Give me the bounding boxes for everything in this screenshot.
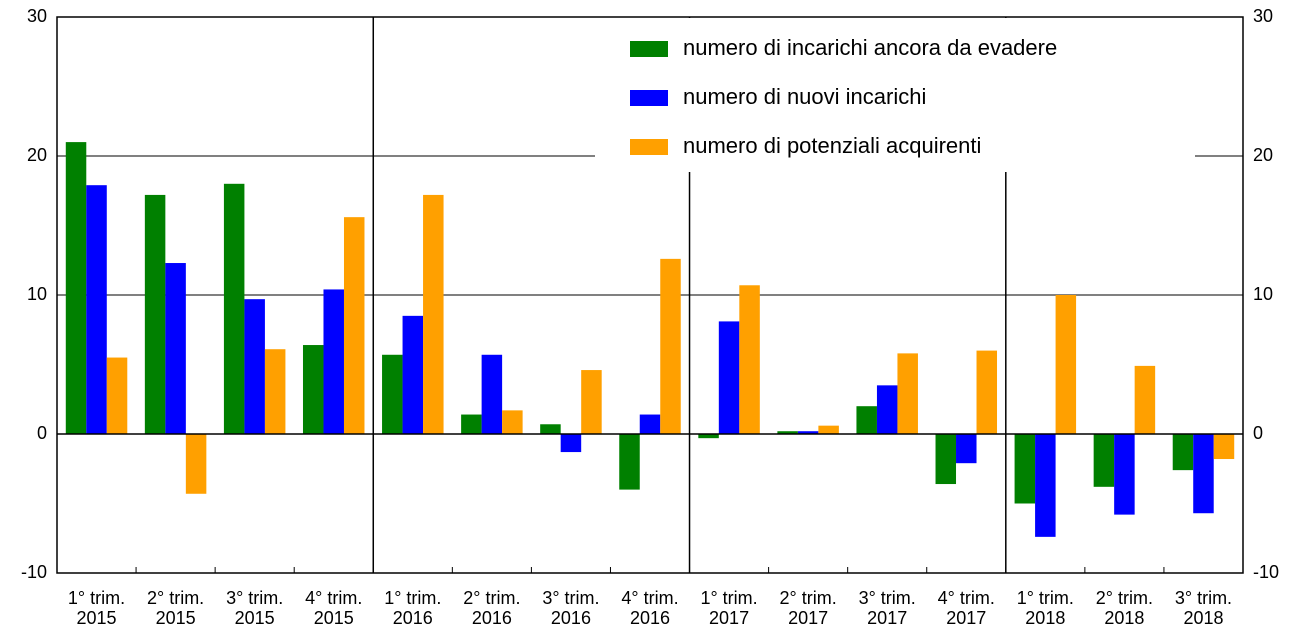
legend-label: numero di incarichi ancora da evadere <box>683 35 1057 60</box>
bar <box>540 424 561 434</box>
bar <box>423 194 444 434</box>
bar <box>382 354 403 434</box>
legend-swatch <box>630 90 668 106</box>
x-tick-label: 2° trim. <box>1096 588 1153 608</box>
bar <box>698 434 719 439</box>
x-tick-label: 4° trim. <box>938 588 995 608</box>
x-tick-label: 2018 <box>1025 608 1065 628</box>
x-tick-label: 2017 <box>867 608 907 628</box>
x-tick-label: 1° trim. <box>1017 588 1074 608</box>
bar <box>223 183 245 434</box>
bar <box>1114 434 1135 515</box>
y2-tick-label: 30 <box>1253 6 1273 26</box>
legend-label: numero di potenziali acquirenti <box>683 133 981 158</box>
x-tick-label: 2015 <box>235 608 275 628</box>
bar <box>402 315 424 434</box>
x-tick-label: 3° trim. <box>1175 588 1232 608</box>
x-tick-label: 2016 <box>472 608 512 628</box>
plot-frame <box>56 16 1244 574</box>
bar <box>244 299 265 434</box>
bar <box>818 425 839 434</box>
y-tick-label: 20 <box>27 145 47 165</box>
legend-swatch <box>630 41 668 57</box>
bar <box>739 285 760 434</box>
bar <box>1093 434 1115 487</box>
legend-box <box>595 18 1195 172</box>
x-tick-label: 2017 <box>709 608 749 628</box>
bar <box>86 185 107 434</box>
bar <box>976 350 998 434</box>
legend-label: numero di nuovi incarichi <box>683 84 926 109</box>
y-tick-label: 30 <box>27 6 47 26</box>
bar <box>1134 365 1156 434</box>
x-tick-label: 2016 <box>551 608 591 628</box>
bar <box>144 194 166 434</box>
bar <box>777 431 798 434</box>
bar <box>106 357 128 434</box>
x-tick-label: 3° trim. <box>859 588 916 608</box>
x-tick-label: 4° trim. <box>305 588 362 608</box>
bar <box>323 289 344 434</box>
x-tick-label: 2015 <box>77 608 117 628</box>
bars <box>65 142 1235 537</box>
x-tick-label: 1° trim. <box>384 588 441 608</box>
bar <box>956 434 977 464</box>
bar <box>718 321 740 434</box>
bar <box>797 431 819 434</box>
bar <box>165 263 186 434</box>
x-tick-label: 2° trim. <box>147 588 204 608</box>
x-tick-label: 3° trim. <box>226 588 283 608</box>
x-tick-label: 2017 <box>788 608 828 628</box>
bar <box>1213 434 1235 460</box>
bar <box>619 434 640 490</box>
x-tick-label: 2016 <box>393 608 433 628</box>
legend-swatch <box>630 139 668 155</box>
bar <box>935 434 957 485</box>
bar <box>876 385 898 434</box>
bar <box>1193 434 1214 514</box>
bar <box>65 142 87 434</box>
bar <box>502 410 523 434</box>
y-tick-label: 10 <box>27 284 47 304</box>
y2-tick-label: 10 <box>1253 284 1273 304</box>
bar <box>343 217 365 434</box>
y-tick-label: 0 <box>37 423 47 443</box>
bar <box>481 354 503 434</box>
bar <box>1055 295 1077 434</box>
x-tick-label: 2° trim. <box>780 588 837 608</box>
bar <box>461 414 482 434</box>
bar <box>660 258 681 434</box>
x-tick-label: 2018 <box>1104 608 1144 628</box>
bar <box>1172 434 1194 471</box>
y2-tick-label: -10 <box>1253 562 1279 582</box>
bar <box>897 353 918 434</box>
x-tick-label: 2015 <box>314 608 354 628</box>
bar <box>264 349 286 434</box>
bar <box>1035 434 1056 537</box>
x-tick-label: 1° trim. <box>700 588 757 608</box>
legend: numero di incarichi ancora da evadere num… <box>595 18 1195 172</box>
bar <box>302 345 324 434</box>
y-tick-label: -10 <box>21 562 47 582</box>
bar <box>581 370 602 434</box>
y2-tick-label: 0 <box>1253 423 1263 443</box>
x-tick-label: 2015 <box>156 608 196 628</box>
x-tick-label: 2018 <box>1183 608 1223 628</box>
x-tick-label: 2° trim. <box>463 588 520 608</box>
x-tick-label: 4° trim. <box>621 588 678 608</box>
bar <box>856 406 877 434</box>
x-tick-label: 2017 <box>946 608 986 628</box>
y2-tick-label: 20 <box>1253 145 1273 165</box>
x-tick-label: 1° trim. <box>68 588 125 608</box>
bar <box>639 414 661 434</box>
bar <box>560 434 582 453</box>
bar <box>185 434 207 494</box>
x-tick-label: 3° trim. <box>542 588 599 608</box>
bar <box>1014 434 1036 504</box>
x-tick-label: 2016 <box>630 608 670 628</box>
